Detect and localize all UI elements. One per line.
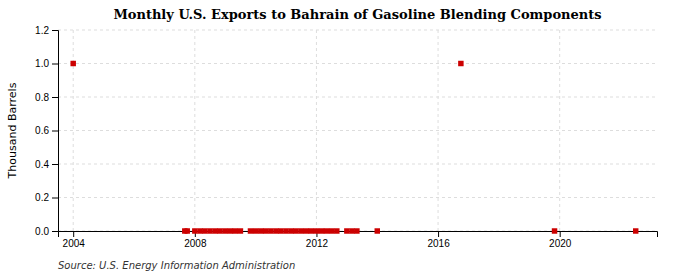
grid-line xyxy=(58,197,657,198)
point xyxy=(217,228,222,233)
point xyxy=(222,228,227,233)
point xyxy=(207,228,212,233)
grid xyxy=(58,30,657,231)
point xyxy=(349,228,354,233)
tick-mark xyxy=(52,30,58,31)
tick-label: 0.8 xyxy=(35,92,49,103)
tick: 2016 xyxy=(427,231,450,249)
point xyxy=(248,228,253,233)
tick-label: 0.6 xyxy=(35,125,49,136)
point xyxy=(344,228,349,233)
tick-mark xyxy=(438,231,439,237)
point xyxy=(197,228,202,233)
grid-line xyxy=(58,63,657,64)
point xyxy=(552,228,557,233)
tick-label: 1.0 xyxy=(35,58,49,69)
point xyxy=(192,228,197,233)
point xyxy=(324,228,329,233)
point xyxy=(458,61,463,66)
point xyxy=(233,228,238,233)
series xyxy=(70,61,638,234)
tick-label: 2004 xyxy=(63,238,86,249)
grid-line xyxy=(58,97,657,98)
point xyxy=(309,228,314,233)
point xyxy=(304,228,309,233)
tick: 0.4 xyxy=(35,159,58,170)
tick-label: 2020 xyxy=(549,238,572,249)
tick-label: 0.4 xyxy=(35,159,49,170)
point xyxy=(314,228,319,233)
tick: 2004 xyxy=(63,231,86,249)
y-axis: 0.0 0.2 0.4 0.6 0.8 1.0 1.2 xyxy=(35,25,58,237)
chart: 2004 2008 2012 2016 2020 0.0 0.2 0.4 0.6 0.8 1.0 1.… xyxy=(0,0,675,275)
tick-label: 0.0 xyxy=(35,226,49,237)
grid-line xyxy=(58,130,657,131)
grid-line xyxy=(194,30,195,231)
point xyxy=(263,228,268,233)
tick-mark xyxy=(52,198,58,199)
point xyxy=(278,228,283,233)
grid-line xyxy=(58,164,657,165)
grid-line xyxy=(73,30,74,231)
point xyxy=(334,228,339,233)
plot-area: 2004 2008 2012 2016 2020 0.0 0.2 0.4 0.6 0.8 1.0 1.… xyxy=(35,25,657,249)
tick-mark xyxy=(73,231,74,237)
tick: 0.6 xyxy=(35,125,58,136)
tick: 0.0 xyxy=(35,226,58,237)
grid-line xyxy=(58,30,657,31)
annotation: Source: U.S. Energy Information Administ… xyxy=(58,260,295,271)
tick-label: 2012 xyxy=(306,238,329,249)
tick-label: 0.2 xyxy=(35,192,49,203)
point xyxy=(184,228,189,233)
title: Monthly U.S. Exports to Bahrain of Gasol… xyxy=(113,7,601,22)
axis-line xyxy=(52,31,59,232)
point xyxy=(258,228,263,233)
tick-mark xyxy=(52,131,58,132)
point xyxy=(268,228,273,233)
tick-mark xyxy=(560,231,561,237)
tick-label: 2016 xyxy=(427,238,450,249)
tick: 1.2 xyxy=(35,25,58,36)
point xyxy=(212,228,217,233)
tick-label: 1.2 xyxy=(35,25,49,36)
point xyxy=(319,228,324,233)
point xyxy=(202,228,207,233)
point xyxy=(70,61,75,66)
point xyxy=(375,228,380,233)
point xyxy=(354,228,359,233)
point xyxy=(253,228,258,233)
tick-mark xyxy=(52,164,58,165)
grid-line xyxy=(559,30,560,231)
point xyxy=(283,228,288,233)
tick-mark xyxy=(52,97,58,98)
point xyxy=(299,228,304,233)
point xyxy=(273,228,278,233)
tick-mark xyxy=(52,64,58,65)
grid-line xyxy=(438,30,439,231)
grid-line xyxy=(316,30,317,231)
tick: 0.8 xyxy=(35,92,58,103)
tick-mark xyxy=(52,231,58,232)
tick: 1.0 xyxy=(35,58,58,69)
tick-label: 2008 xyxy=(184,238,207,249)
point xyxy=(238,228,243,233)
y-axis-label: Thousand Barrels xyxy=(6,82,19,179)
tick: 0.2 xyxy=(35,192,58,203)
point xyxy=(329,228,334,233)
marks xyxy=(70,61,638,234)
point xyxy=(633,228,638,233)
point xyxy=(288,228,293,233)
point xyxy=(228,228,233,233)
point xyxy=(293,228,298,233)
